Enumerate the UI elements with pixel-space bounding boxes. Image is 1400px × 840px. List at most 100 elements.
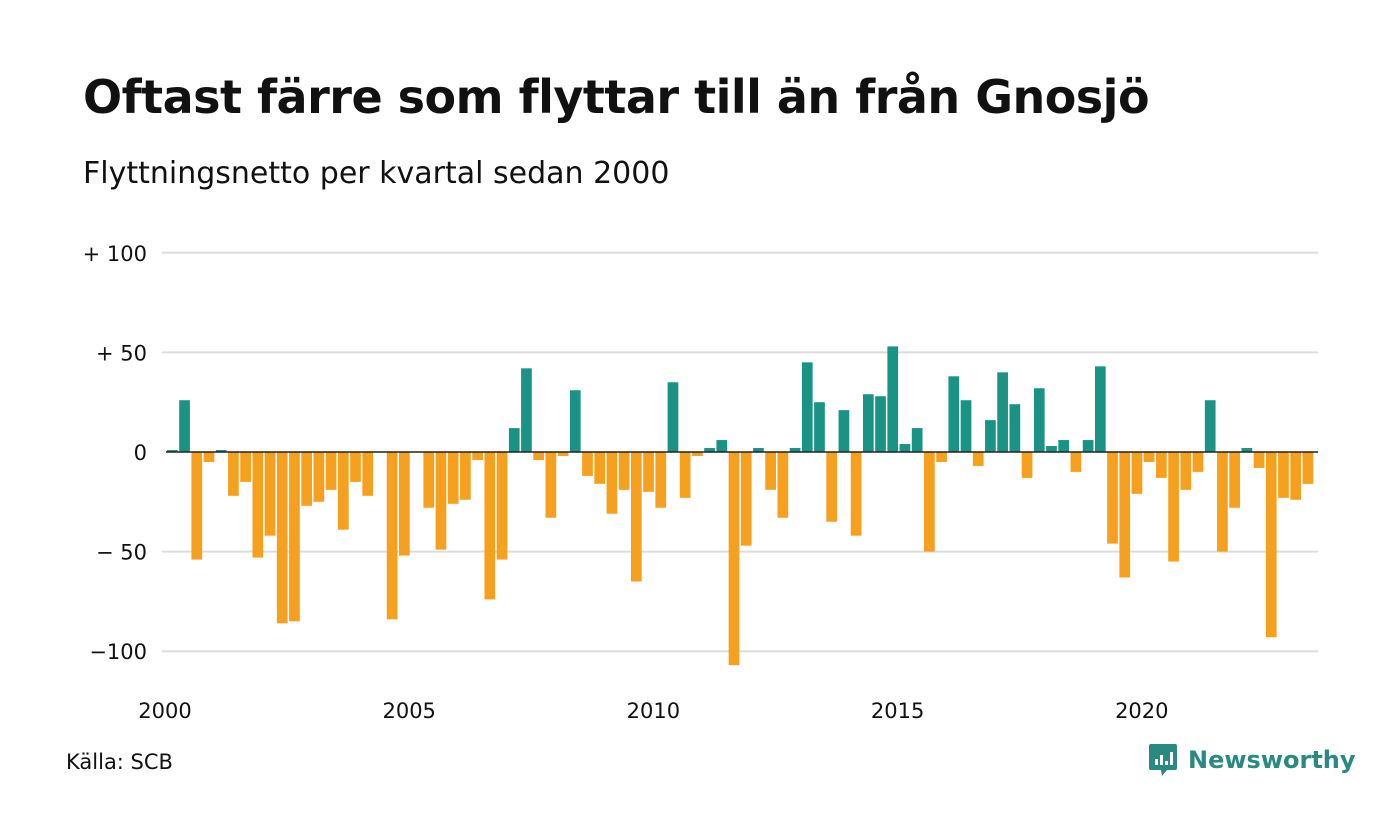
newsworthy-logo-icon: [1149, 744, 1177, 776]
brand-logo[interactable]: Newsworthy: [1148, 743, 1356, 777]
bar: [313, 452, 325, 502]
bar: [948, 376, 960, 452]
bar: [887, 346, 899, 452]
y-tick-label: − 50: [96, 541, 147, 565]
bar: [801, 362, 813, 452]
bar: [765, 452, 776, 490]
bar: [692, 452, 703, 456]
bar: [545, 452, 557, 518]
bar: [1009, 404, 1021, 452]
bar: [582, 452, 593, 476]
y-tick-label: + 100: [83, 242, 147, 266]
bar: [435, 452, 447, 550]
bar: [350, 452, 361, 482]
bars: [167, 346, 1314, 666]
bar: [753, 448, 764, 452]
bar: [1107, 452, 1118, 544]
bar: [789, 448, 801, 452]
bar: [423, 452, 435, 508]
bar: [1278, 452, 1289, 498]
bar: [557, 452, 569, 456]
brand-name: Newsworthy: [1188, 746, 1356, 774]
bar: [496, 452, 508, 560]
bar: [1033, 388, 1045, 452]
bar: [1180, 452, 1192, 490]
bar: [960, 400, 972, 452]
bar: [167, 450, 178, 452]
bar: [997, 372, 1008, 452]
bar: [1229, 452, 1240, 508]
bar: [289, 452, 300, 622]
bar: [850, 452, 862, 536]
bar: [936, 452, 947, 462]
bar: [179, 400, 190, 452]
bar: [1046, 446, 1057, 452]
x-tick-label: 2010: [627, 699, 680, 723]
bar: [264, 452, 276, 536]
bar: [337, 452, 349, 530]
bar: [875, 396, 886, 452]
bar: [521, 368, 532, 452]
bar: [1082, 440, 1094, 452]
bar: [398, 452, 410, 556]
bar: [276, 452, 288, 624]
y-tick-label: −100: [89, 640, 147, 664]
x-tick-label: 2020: [1115, 699, 1168, 723]
bar: [1192, 452, 1204, 472]
source-note: Källa: SCB: [66, 750, 173, 774]
bar: [252, 452, 264, 558]
bar: [655, 452, 667, 508]
bar: [508, 428, 520, 452]
bar: [533, 452, 545, 460]
bar: [679, 452, 691, 498]
bar: [1131, 452, 1143, 494]
bar: [972, 452, 984, 466]
bar: [838, 410, 850, 452]
bar: [362, 452, 374, 496]
bar: [484, 452, 496, 600]
bar: [301, 452, 313, 506]
bar: [1143, 452, 1155, 462]
bar: [1241, 448, 1253, 452]
bar: [777, 452, 789, 518]
x-tick-label: 2005: [382, 699, 435, 723]
bar: [643, 452, 654, 492]
bar: [1156, 452, 1167, 478]
bar: [1021, 452, 1033, 478]
bar: [704, 448, 715, 452]
bar: [985, 420, 996, 452]
bar: [728, 452, 740, 666]
chart-subtitle: Flyttningsnetto per kvartal sedan 2000: [83, 156, 670, 191]
bar: [1290, 452, 1302, 500]
x-tick-label: 2000: [138, 699, 191, 723]
bar: [1302, 452, 1314, 484]
bar: [899, 444, 911, 452]
y-axis-ticks: + 100 + 50 0 − 50 −100: [83, 242, 147, 664]
bar: [1265, 452, 1277, 638]
bar: [325, 452, 337, 490]
bar: [215, 450, 227, 452]
bar: [203, 452, 215, 462]
bar: [862, 394, 874, 452]
bar: [814, 402, 825, 452]
y-tick-label: + 50: [96, 341, 147, 365]
bar: [667, 382, 679, 452]
bar: [228, 452, 239, 496]
bar: [826, 452, 838, 522]
bar: [924, 452, 935, 552]
bar: [240, 452, 251, 482]
bar: [1204, 400, 1216, 452]
bar: [740, 452, 752, 546]
bar: [1094, 366, 1106, 452]
bar: [472, 452, 483, 460]
bar: [1119, 452, 1131, 578]
bar: [1070, 452, 1082, 472]
bar: [716, 440, 728, 452]
bar: [460, 452, 471, 500]
y-tick-label: 0: [134, 441, 147, 465]
bar: [569, 390, 581, 452]
bar: [1217, 452, 1228, 552]
bar: [630, 452, 642, 582]
bar: [191, 452, 203, 560]
